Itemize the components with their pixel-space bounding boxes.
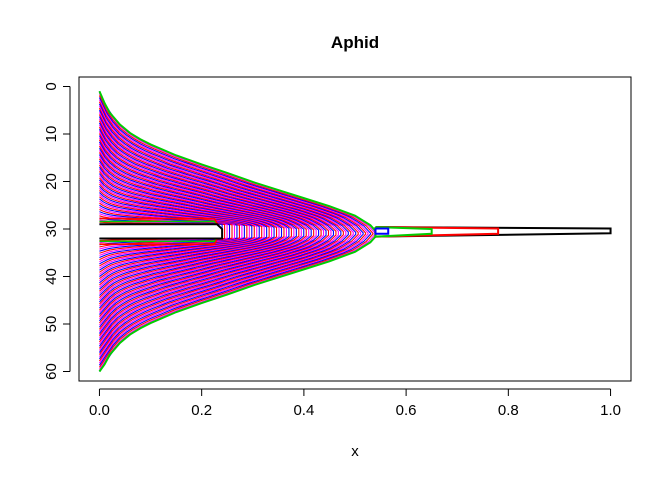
contour-line — [98, 114, 352, 349]
contour-line — [98, 118, 347, 345]
x-tick-label: 1.0 — [600, 402, 621, 419]
x-tick-label: 0.2 — [191, 402, 212, 419]
contour-line — [99, 179, 275, 284]
contour-line — [98, 162, 295, 301]
plot-area — [98, 90, 612, 373]
contour-line — [99, 200, 250, 263]
contour-line — [98, 126, 337, 336]
contour-line — [98, 145, 315, 317]
contour-line — [98, 131, 332, 332]
contour-line — [99, 171, 285, 292]
x-axis: 0.0 0.2 0.4 0.6 0.8 1.0 — [89, 388, 621, 419]
y-tick-label: 50 — [43, 316, 60, 333]
contour-line — [98, 103, 364, 360]
x-tick-label: 0.8 — [498, 402, 519, 419]
contour-line — [98, 116, 349, 347]
contour-line — [99, 192, 260, 271]
contour-line — [98, 158, 300, 305]
contour-line — [99, 183, 270, 280]
contour-line — [98, 152, 307, 311]
y-tick-label: 60 — [43, 363, 60, 380]
inner-notch-line — [99, 223, 224, 240]
contour-line — [98, 110, 357, 353]
contour-line — [98, 99, 369, 364]
contour-line — [98, 124, 339, 339]
contour-line — [99, 208, 240, 254]
x-tick-label: 0.6 — [396, 402, 417, 419]
contour-line — [99, 215, 233, 248]
contour-line — [98, 122, 342, 341]
y-tick-label: 30 — [43, 221, 60, 238]
contour-line — [99, 204, 245, 259]
contour-line — [98, 120, 344, 343]
contour-line — [99, 173, 283, 290]
contour-line — [99, 194, 258, 269]
y-tick-label: 10 — [43, 126, 60, 143]
contour-line — [99, 198, 253, 265]
contour-line — [99, 187, 265, 275]
y-axis: 0 10 20 30 40 50 60 — [43, 82, 71, 380]
tail-rectangle — [374, 227, 390, 235]
y-tick-label: 0 — [43, 82, 60, 90]
contour-line — [98, 143, 317, 320]
x-tick-label: 0.4 — [293, 402, 314, 419]
contour-line — [98, 112, 354, 351]
contour-line — [98, 160, 297, 303]
contour-line — [98, 137, 325, 326]
contour-line — [99, 175, 280, 288]
contour-line — [99, 177, 278, 286]
contour-line — [99, 196, 255, 267]
contour-line — [98, 105, 362, 358]
contour-line — [98, 139, 322, 324]
contour-line — [98, 164, 292, 299]
chart-title: Aphid — [331, 33, 379, 52]
contour-line — [99, 185, 268, 277]
y-tick-label: 40 — [43, 268, 60, 285]
contour-line — [99, 190, 263, 273]
contour-line — [98, 154, 305, 309]
contour-line — [98, 97, 372, 366]
y-tick-label: 20 — [43, 173, 60, 190]
x-tick-label: 0.0 — [89, 402, 110, 419]
contour-line — [98, 150, 310, 313]
contour-line — [98, 166, 290, 296]
x-axis-title: x — [351, 443, 359, 460]
contour-line — [98, 169, 287, 294]
contour-line — [98, 156, 302, 307]
contour-line — [98, 141, 320, 322]
contour-line — [99, 202, 248, 261]
series-group — [98, 90, 612, 373]
contour-line — [98, 147, 312, 315]
contour-line — [98, 107, 359, 355]
contour-line — [98, 101, 367, 362]
contour-line — [98, 95, 374, 368]
contour-line — [99, 206, 243, 256]
contour-line — [98, 133, 330, 330]
contour-line — [99, 181, 273, 282]
plot-frame — [78, 76, 632, 382]
contour-line — [98, 135, 327, 328]
contour-line — [98, 128, 335, 334]
